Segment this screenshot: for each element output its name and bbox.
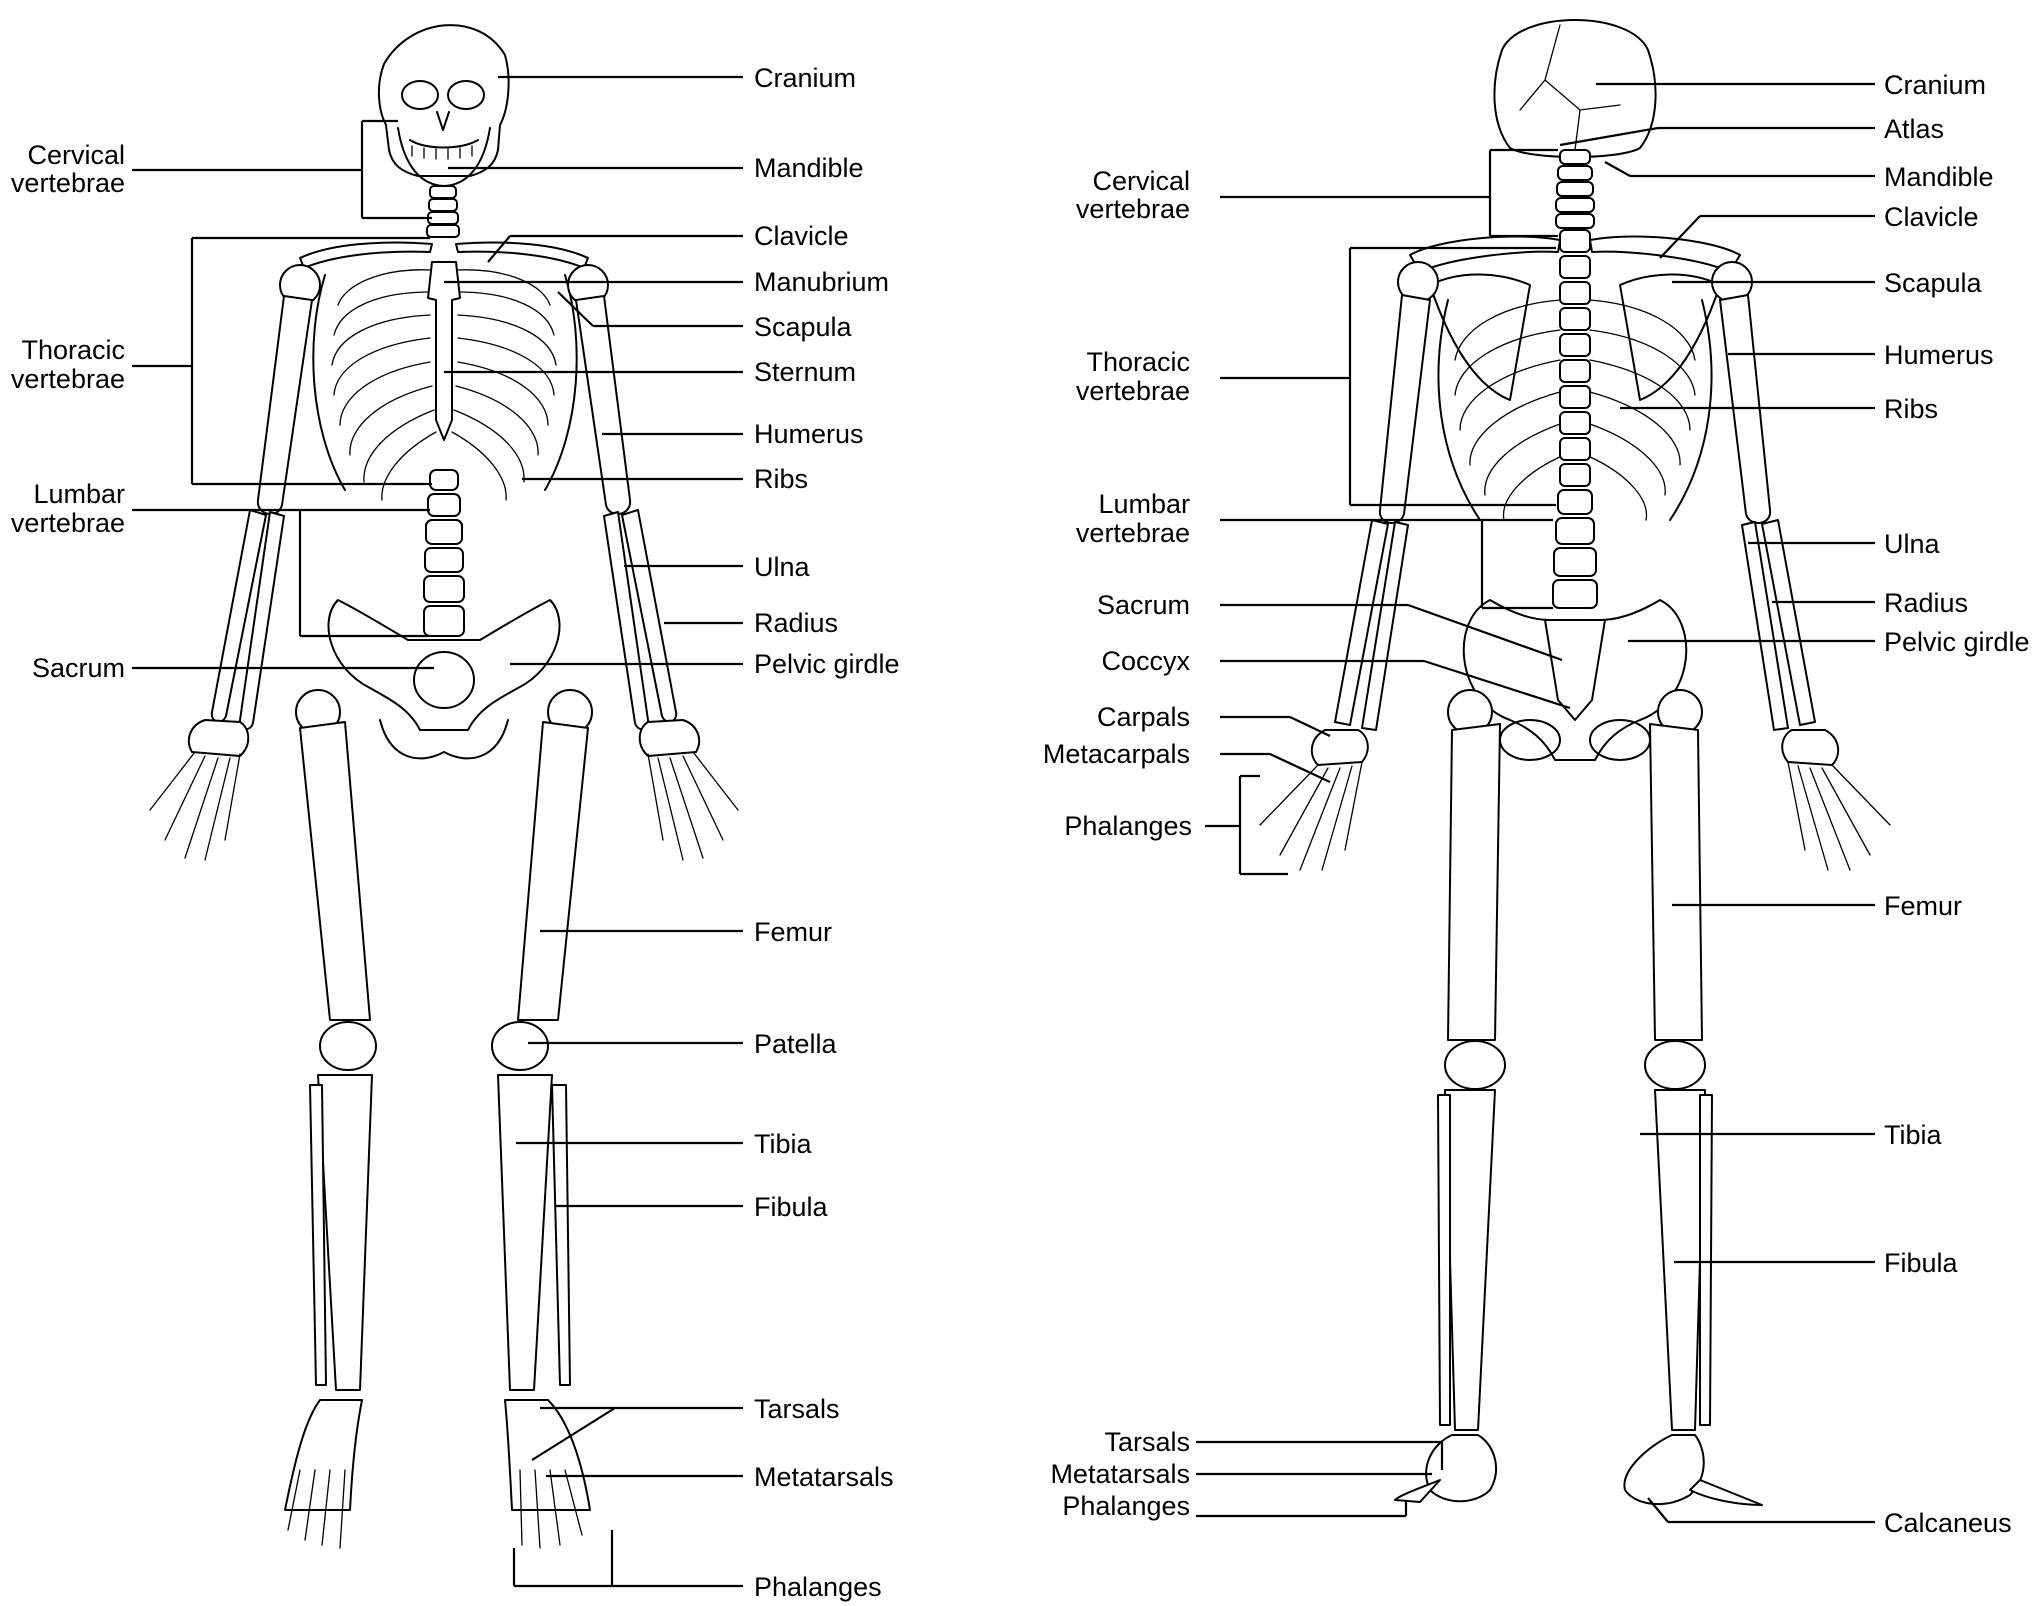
anterior-leader-lines xyxy=(132,75,743,1588)
posterior-leg-left xyxy=(1623,689,1763,1506)
label-posterior-femur: Femur xyxy=(1884,891,1962,921)
anterior-spine xyxy=(423,469,465,637)
label-anterior-phalanges: Phalanges xyxy=(754,1572,882,1602)
label-posterior-mandible: Mandible xyxy=(1884,162,1994,192)
label-posterior-phalanges-hand: Phalanges xyxy=(1064,811,1192,841)
label-posterior-thoracic-1: Thoracic xyxy=(1086,347,1190,377)
label-anterior-sacrum: Sacrum xyxy=(32,653,125,683)
posterior-sacrum xyxy=(1544,619,1606,721)
label-posterior-fibula: Fibula xyxy=(1884,1248,1959,1278)
label-anterior-thoracic-1: Thoracic xyxy=(21,335,125,365)
label-anterior-cervical-1: Cervical xyxy=(27,140,125,170)
posterior-ribcage xyxy=(1437,299,1713,521)
label-anterior-manubrium: Manubrium xyxy=(754,267,889,297)
label-posterior-calcaneus: Calcaneus xyxy=(1884,1508,2012,1538)
label-anterior-mandible: Mandible xyxy=(754,153,864,183)
posterior-clavicle-right xyxy=(1409,235,1561,273)
label-anterior-patella: Patella xyxy=(754,1029,838,1059)
label-posterior-ribs: Ribs xyxy=(1884,394,1938,424)
label-anterior-ribs: Ribs xyxy=(754,464,808,494)
label-posterior-cranium: Cranium xyxy=(1884,70,1986,100)
anterior-cervical-spine xyxy=(426,185,460,238)
anterior-leg-left xyxy=(491,689,593,1549)
anterior-arm-right xyxy=(149,264,321,861)
label-anterior-clavicle: Clavicle xyxy=(754,221,849,251)
anterior-sternum xyxy=(427,261,461,441)
label-posterior-atlas: Atlas xyxy=(1884,114,1944,144)
label-posterior-carpals: Carpals xyxy=(1097,702,1190,732)
label-anterior-lumbar-1: Lumbar xyxy=(33,479,125,509)
label-posterior-tarsals: Tarsals xyxy=(1104,1427,1190,1457)
label-posterior-coccyx: Coccyx xyxy=(1101,646,1190,676)
label-anterior-tibia: Tibia xyxy=(754,1129,813,1159)
label-anterior-humerus: Humerus xyxy=(754,419,864,449)
label-anterior-thoracic-2: vertebrae xyxy=(11,364,125,394)
label-posterior-humerus: Humerus xyxy=(1884,340,1994,370)
posterior-skeleton xyxy=(1259,19,1891,1506)
posterior-scapula-left xyxy=(1619,273,1721,401)
anterior-clavicle-right xyxy=(299,241,433,269)
label-posterior-cervical-1: Cervical xyxy=(1092,166,1190,196)
anterior-skeleton xyxy=(149,24,739,1549)
anterior-labels: Cranium Mandible Clavicle Manubrium Scap… xyxy=(11,63,900,1602)
posterior-skull xyxy=(1493,19,1657,158)
label-posterior-clavicle: Clavicle xyxy=(1884,202,1979,232)
anterior-pelvis xyxy=(327,599,561,760)
label-anterior-fibula: Fibula xyxy=(754,1192,829,1222)
anterior-arm-left xyxy=(567,264,739,861)
anterior-ribcage xyxy=(312,261,578,501)
posterior-labels: Cranium Atlas Mandible Clavicle Scapula … xyxy=(1043,70,2030,1538)
label-anterior-lumbar-2: vertebrae xyxy=(11,508,125,538)
label-anterior-cervical-2: vertebrae xyxy=(11,168,125,198)
label-anterior-metatarsals: Metatarsals xyxy=(754,1462,894,1492)
anterior-skull xyxy=(377,24,510,187)
label-posterior-ulna: Ulna xyxy=(1884,529,1941,559)
label-posterior-lumbar-2: vertebrae xyxy=(1076,518,1190,548)
label-posterior-lumbar-1: Lumbar xyxy=(1098,489,1190,519)
posterior-arm-right xyxy=(1259,261,1439,871)
label-posterior-pelvic-girdle: Pelvic girdle xyxy=(1884,627,2030,657)
posterior-leg-right xyxy=(1394,689,1506,1503)
posterior-cervical-spine xyxy=(1555,149,1595,229)
label-anterior-cranium: Cranium xyxy=(754,63,856,93)
label-anterior-radius: Radius xyxy=(754,608,838,638)
posterior-spine xyxy=(1552,229,1598,609)
label-posterior-tibia: Tibia xyxy=(1884,1120,1943,1150)
anterior-leg-right xyxy=(284,689,377,1549)
label-anterior-tarsals: Tarsals xyxy=(754,1394,840,1424)
label-posterior-phalanges-foot: Phalanges xyxy=(1062,1491,1190,1521)
label-anterior-pelvic-girdle: Pelvic girdle xyxy=(754,649,900,679)
label-posterior-sacrum: Sacrum xyxy=(1097,590,1190,620)
label-anterior-scapula: Scapula xyxy=(754,312,853,342)
posterior-leader-lines xyxy=(1196,82,1875,1524)
label-anterior-femur: Femur xyxy=(754,917,832,947)
label-posterior-thoracic-2: vertebrae xyxy=(1076,376,1190,406)
anterior-clavicle-left xyxy=(455,241,589,269)
label-anterior-sternum: Sternum xyxy=(754,357,856,387)
label-posterior-metatarsals: Metatarsals xyxy=(1050,1459,1190,1489)
label-posterior-scapula: Scapula xyxy=(1884,268,1983,298)
label-posterior-radius: Radius xyxy=(1884,588,1968,618)
label-posterior-metacarpals: Metacarpals xyxy=(1043,739,1190,769)
label-anterior-ulna: Ulna xyxy=(754,552,811,582)
label-posterior-cervical-2: vertebrae xyxy=(1076,194,1190,224)
posterior-scapula-right xyxy=(1429,273,1531,401)
